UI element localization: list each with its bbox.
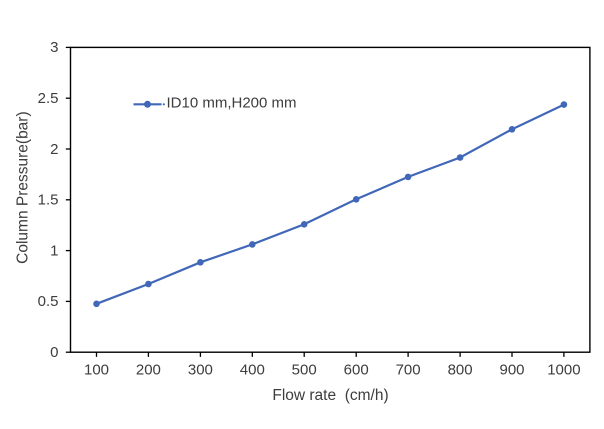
svg-text:100: 100	[84, 361, 109, 378]
svg-text:1: 1	[50, 242, 58, 259]
svg-text:300: 300	[188, 361, 213, 378]
svg-text:ID10 mm,H200 mm: ID10 mm,H200 mm	[167, 95, 297, 112]
svg-text:0.5: 0.5	[38, 293, 59, 310]
svg-text:1000: 1000	[547, 361, 580, 378]
svg-text:1.5: 1.5	[38, 192, 59, 209]
svg-text:700: 700	[396, 361, 421, 378]
svg-text:3: 3	[50, 39, 58, 56]
svg-text:600: 600	[344, 361, 369, 378]
svg-text:800: 800	[448, 361, 473, 378]
svg-text:Column Pressure(bar): Column Pressure(bar)	[15, 111, 32, 263]
svg-text:200: 200	[136, 361, 161, 378]
svg-text:500: 500	[292, 361, 317, 378]
svg-text:400: 400	[240, 361, 265, 378]
svg-text:2: 2	[50, 141, 58, 158]
svg-text:0: 0	[50, 344, 58, 361]
svg-text:Flow rate (cm/h): Flow rate (cm/h)	[272, 387, 388, 404]
svg-text:2.5: 2.5	[38, 90, 59, 107]
svg-text:900: 900	[499, 361, 524, 378]
